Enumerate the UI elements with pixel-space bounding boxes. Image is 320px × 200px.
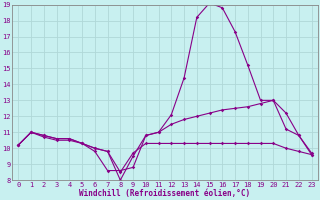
X-axis label: Windchill (Refroidissement éolien,°C): Windchill (Refroidissement éolien,°C) (79, 189, 251, 198)
